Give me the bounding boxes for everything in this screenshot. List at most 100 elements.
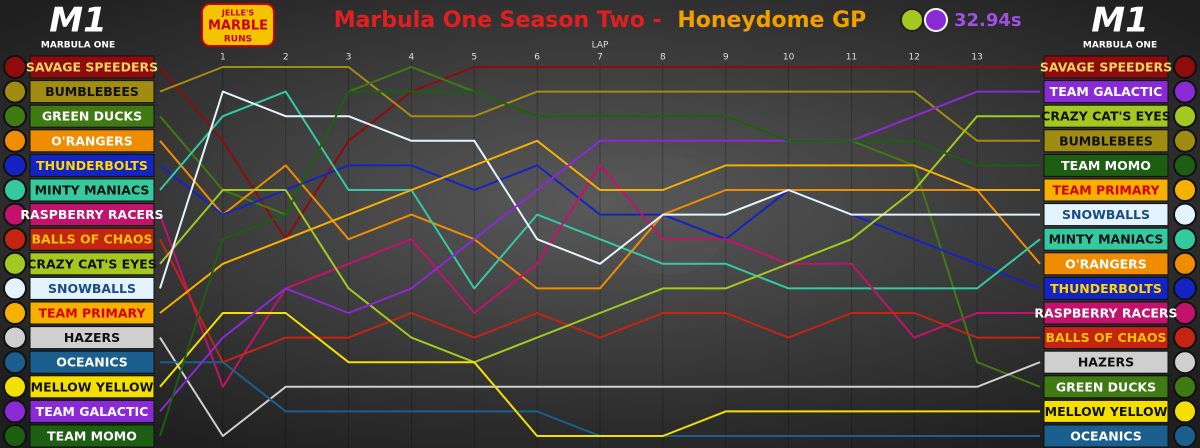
team-label-box: [29, 326, 155, 350]
team-label: MELLOW YELLOW: [31, 379, 154, 394]
team-label: TEAM GALACTIC: [36, 404, 149, 419]
logo-right: M1 MARBULA ONE: [1083, 1, 1157, 51]
team-icon: [1173, 128, 1197, 153]
team-label: RASPBERRY RACERS: [1034, 306, 1177, 321]
team-label: MINTY MANIACS: [35, 183, 150, 198]
team-label: TEAM PRIMARY: [38, 306, 146, 321]
x-tick-label: 2: [283, 53, 289, 63]
fastest-lap: 32.94s: [954, 10, 1022, 31]
x-tick-label: 4: [409, 53, 415, 63]
team-icon: [3, 104, 27, 129]
team-label-box: [1043, 55, 1169, 79]
team-label: THUNDERBOLTS: [1050, 281, 1162, 296]
team-label: OCEANICS: [56, 355, 128, 370]
x-axis-label: LAP: [592, 41, 609, 51]
team-label: SAVAGE SPEEDERS: [26, 60, 158, 75]
team-label-box: [29, 203, 155, 227]
brand-badge: [201, 3, 275, 47]
team-icon: [1173, 325, 1197, 350]
team-icon: [900, 8, 924, 32]
team-label-box: [29, 276, 155, 300]
team-icon: [1173, 251, 1197, 276]
logo-text: MARBULA ONE: [1083, 41, 1157, 51]
team-icon: [3, 325, 27, 350]
team-label-box: [1043, 203, 1169, 227]
team-label: CRAZY CAT'S EYES: [1041, 109, 1171, 124]
brand-text: RUNS: [224, 35, 252, 45]
brand-text: JELLE'S: [221, 9, 255, 18]
team-icon: [3, 301, 27, 325]
team-label: BUMBLEBEES: [45, 84, 139, 99]
x-tick-label: 13: [971, 53, 982, 63]
line: [159, 90, 1040, 437]
team-label-box: [1043, 350, 1169, 374]
team-icon: [3, 251, 27, 276]
team-label-box: [29, 129, 155, 153]
team-label-box: [29, 104, 155, 128]
team-icon: [1173, 374, 1197, 399]
team-icon: [1173, 79, 1197, 104]
line: [159, 90, 1040, 413]
team-label: OCEANICS: [1070, 429, 1142, 444]
team-label: SAVAGE SPEEDERS: [1040, 60, 1172, 75]
brand-logo: JELLE'S MARBLE RUNS: [201, 3, 275, 47]
line: [159, 312, 1040, 437]
team-label: RASPBERRY RACERS: [20, 207, 163, 222]
chart-title: Marbula One Season Two - Honeydome GP: [334, 8, 867, 33]
team-label-box: [1043, 326, 1169, 350]
team-label: SNOWBALLS: [1062, 207, 1150, 222]
logo-text: MARBULA ONE: [41, 41, 115, 51]
team-label-box: [29, 350, 155, 374]
line: [159, 66, 1040, 241]
team-icon: [3, 128, 27, 153]
team-label-box: [29, 399, 155, 423]
title-event: Honeydome GP: [677, 8, 866, 33]
x-tick-label: 6: [534, 53, 540, 63]
team-icon: [1173, 227, 1197, 252]
team-label: SNOWBALLS: [48, 281, 136, 296]
team-label: TEAM GALACTIC: [1050, 84, 1163, 99]
logo-mark: M1: [1091, 1, 1149, 41]
team-icon: [3, 374, 27, 399]
line: [159, 66, 1040, 142]
team-icon: [3, 153, 27, 178]
stopwatch-icon: [924, 8, 948, 32]
team-label: TEAM MOMO: [47, 429, 137, 444]
team-label: HAZERS: [1078, 355, 1134, 370]
team-icon: [3, 202, 27, 227]
team-icon: [1173, 104, 1197, 129]
team-icon: [1173, 55, 1197, 79]
x-tick-label: 10: [783, 53, 795, 63]
team-label: CRAZY CAT'S EYES: [27, 256, 157, 271]
line: [159, 90, 1040, 289]
line: [159, 238, 1040, 364]
team-label-box: [1043, 424, 1169, 448]
team-label: TEAM PRIMARY: [1052, 183, 1160, 198]
team-label-box: [29, 55, 155, 79]
line: [159, 139, 1040, 314]
team-label: GREEN DUCKS: [1056, 379, 1156, 394]
team-label: MELLOW YELLOW: [1045, 404, 1168, 419]
x-tick-label: 5: [471, 53, 477, 63]
team-label-box: [1043, 129, 1169, 153]
team-label-box: [1043, 227, 1169, 251]
team-label-box: [1043, 104, 1169, 128]
brand-text: MARBLE: [208, 19, 268, 34]
team-icon: [3, 79, 27, 104]
x-tick-label: 3: [346, 53, 352, 63]
x-tick-label: 7: [597, 53, 603, 63]
logo-left: M1 MARBULA ONE: [41, 1, 115, 51]
team-icon: [3, 350, 27, 375]
team-label: THUNDERBOLTS: [36, 158, 148, 173]
team-label-box: [1043, 276, 1169, 300]
team-label-box: [1043, 399, 1169, 423]
team-label-box: [1043, 178, 1169, 202]
team-icon: [1173, 350, 1197, 375]
team-icon: [1173, 399, 1197, 424]
team-label: MINTY MANIACS: [1049, 232, 1164, 247]
team-label-box: [29, 153, 155, 177]
line: [159, 115, 1040, 364]
team-label-box: [1043, 375, 1169, 399]
